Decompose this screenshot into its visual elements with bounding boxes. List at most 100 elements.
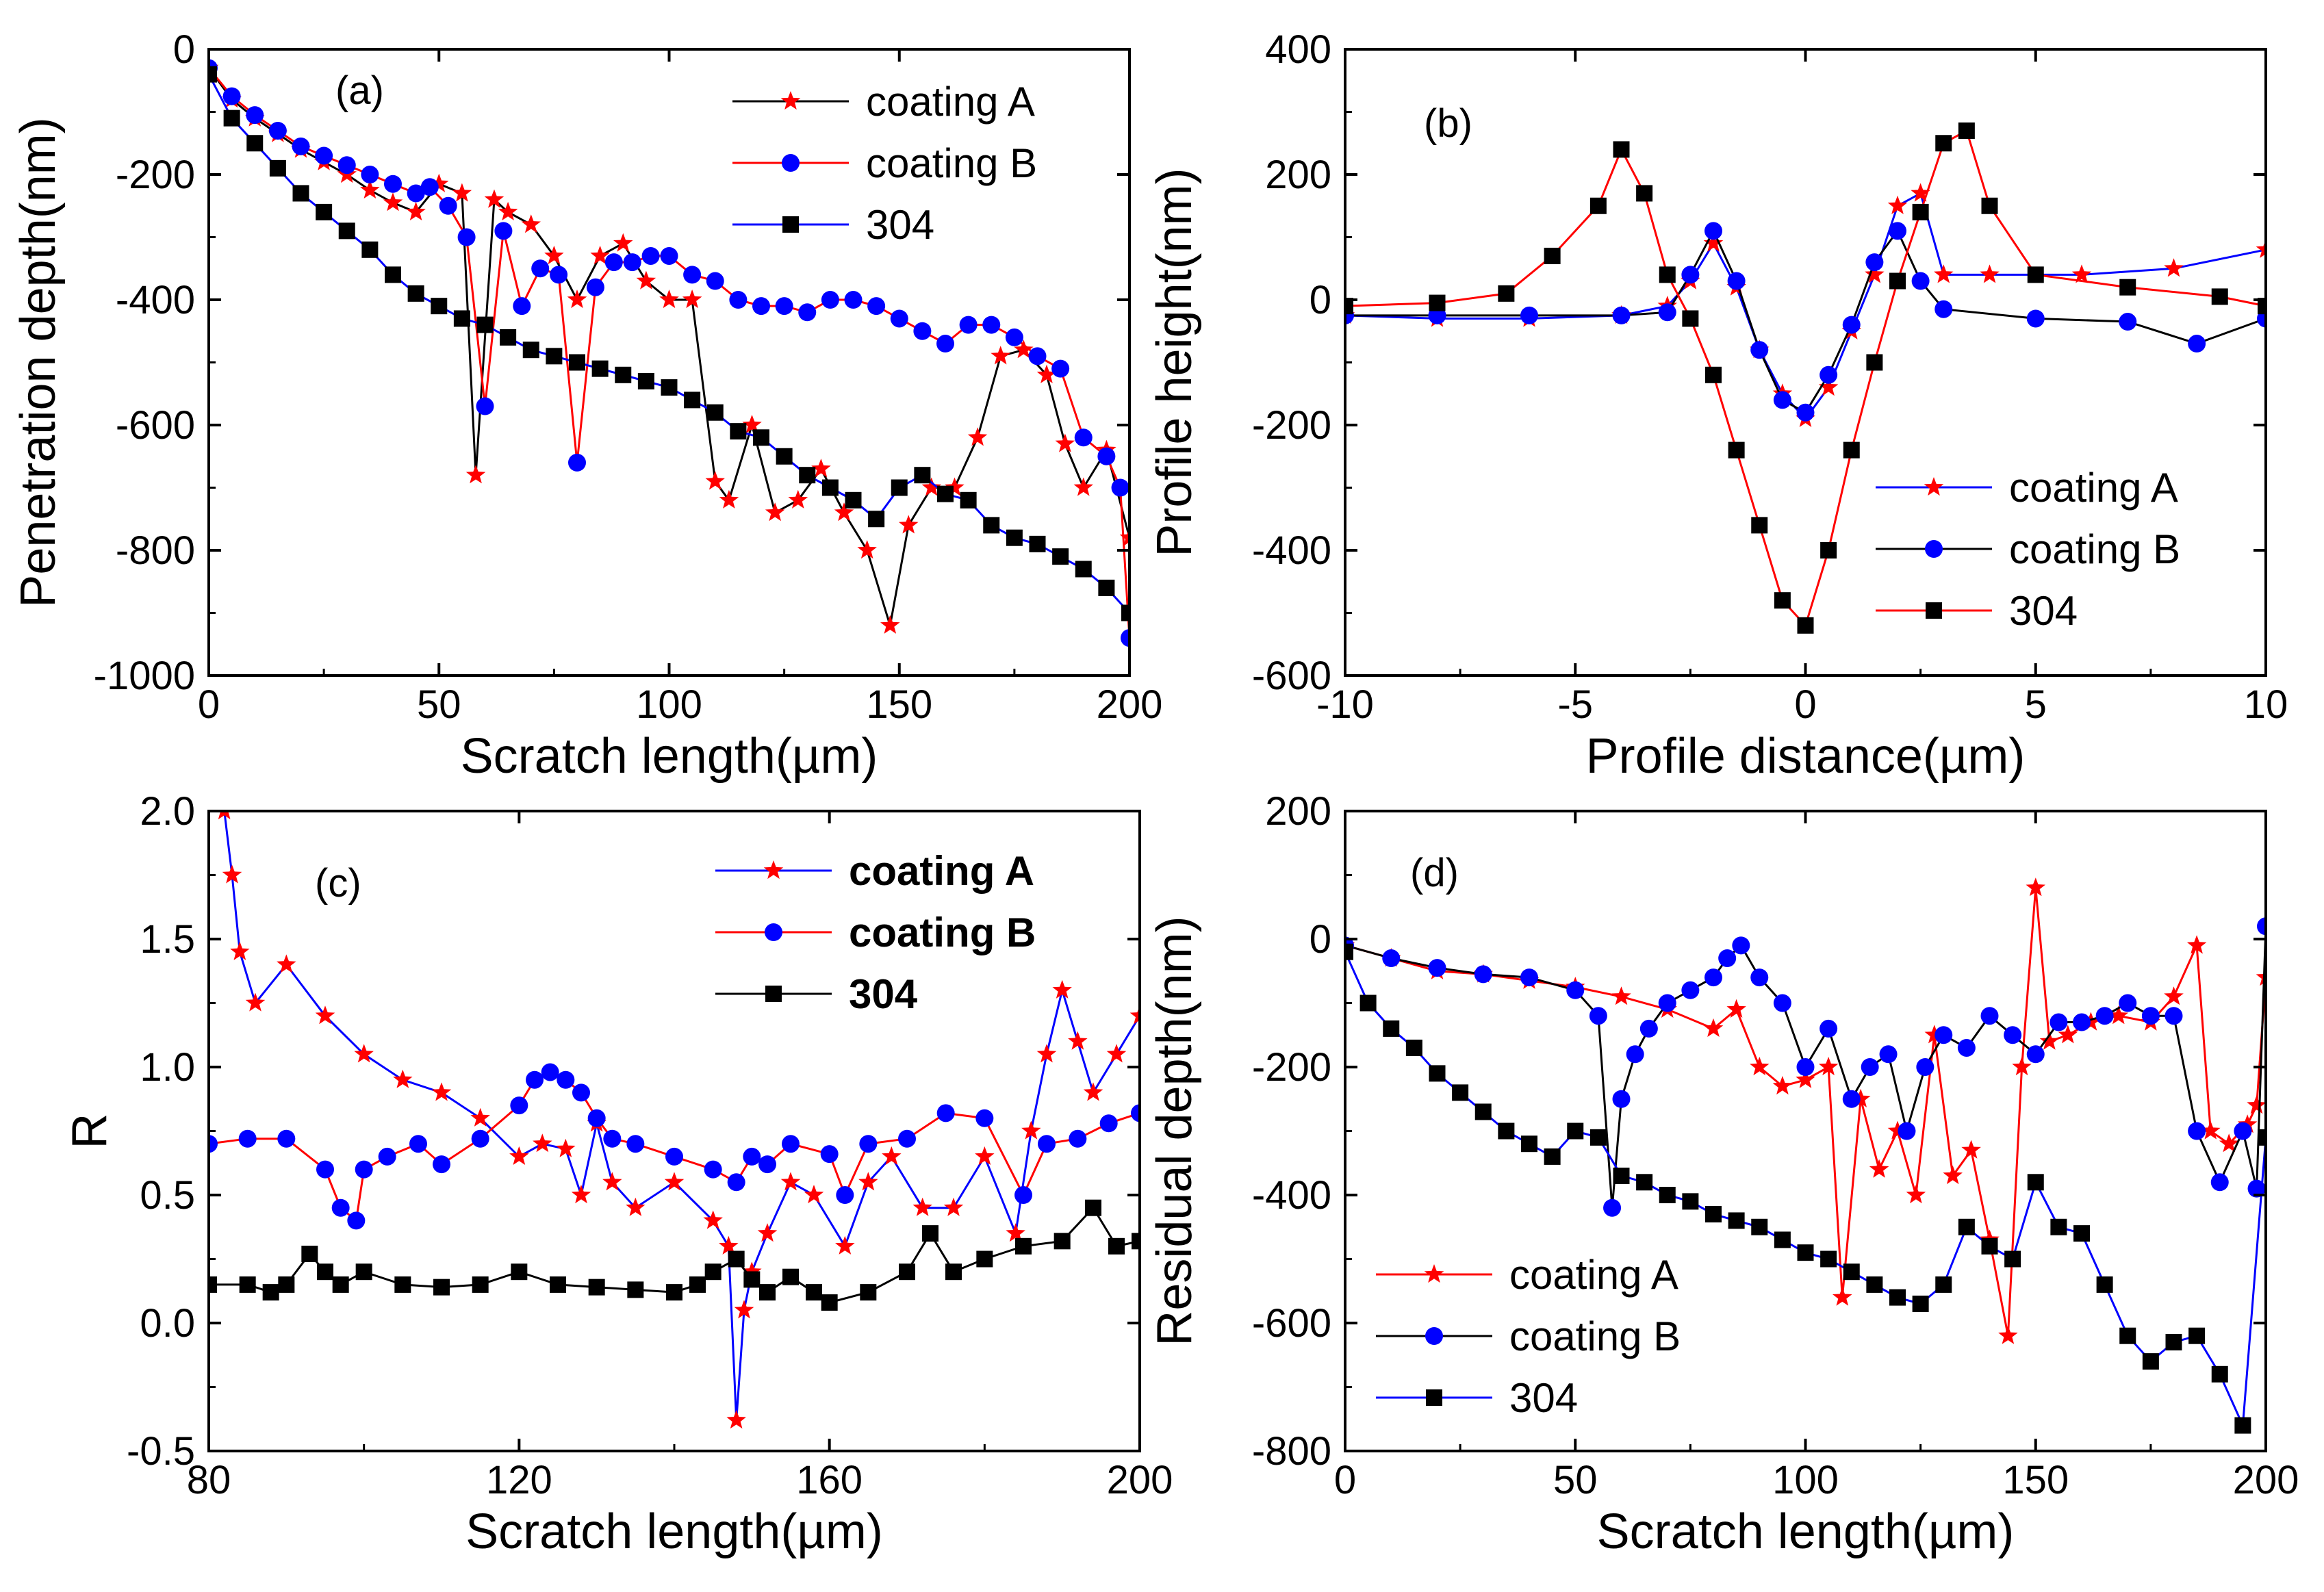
data-point: [1014, 1186, 1032, 1204]
y-tick-label: 0.0: [140, 1301, 195, 1346]
x-tick-label: 160: [796, 1458, 863, 1502]
data-point: [1359, 994, 1377, 1012]
data-point: [604, 253, 623, 272]
data-point: [1843, 441, 1860, 459]
data-point: [544, 245, 564, 265]
y-tick-label: -1000: [94, 654, 195, 698]
data-point: [664, 1172, 685, 1191]
data-point: [1659, 1187, 1676, 1203]
data-point: [1981, 197, 1998, 214]
y-axis-label: Profile height(nm): [1147, 168, 1202, 556]
data-point: [1520, 306, 1538, 324]
data-point: [556, 1138, 576, 1157]
data-point: [742, 1261, 762, 1281]
y-tick-label: -200: [116, 153, 195, 197]
data-point: [1028, 347, 1047, 365]
y-axis-label: R: [62, 1114, 117, 1149]
data-point: [2188, 335, 2206, 353]
data-point: [472, 1276, 489, 1293]
x-tick-label: 50: [417, 682, 461, 727]
data-point: [890, 309, 908, 328]
data-point: [921, 477, 942, 496]
data-point: [1980, 264, 2000, 283]
series-coating-a: [209, 57, 1129, 634]
data-point: [355, 1263, 372, 1281]
data-point: [1682, 1193, 1699, 1210]
data-point: [1131, 1104, 1140, 1122]
data-point: [1636, 1174, 1653, 1191]
data-point: [891, 479, 908, 496]
data-point: [782, 1268, 799, 1285]
series-304: [209, 66, 1129, 621]
data-point: [1382, 949, 1401, 968]
series-line: [209, 1070, 1140, 1223]
data-point: [759, 1284, 776, 1301]
data-point: [2095, 1007, 2114, 1025]
data-point: [765, 502, 785, 522]
data-point: [1052, 979, 1072, 999]
data-point: [1957, 1038, 1976, 1057]
data-point: [222, 864, 242, 884]
data-point: [936, 1104, 955, 1122]
data-point: [431, 298, 448, 315]
data-point: [420, 178, 439, 196]
data-point: [513, 297, 531, 316]
series-line: [1345, 129, 2266, 628]
data-point: [2039, 1031, 2060, 1050]
data-point: [1626, 1045, 1644, 1064]
data-point: [1727, 272, 1746, 290]
data-point: [409, 1135, 427, 1153]
data-point: [2219, 1133, 2239, 1153]
data-point: [316, 1160, 334, 1179]
data-point: [1681, 981, 1700, 999]
y-tick-label: -400: [1252, 528, 1331, 573]
data-point: [1935, 135, 1952, 152]
data-point: [317, 1263, 333, 1281]
data-point: [407, 184, 425, 203]
data-point: [1998, 1325, 2018, 1344]
data-point: [936, 335, 954, 353]
data-point: [820, 1145, 839, 1164]
data-point: [1912, 1295, 1929, 1312]
legend-swatch-marker: [782, 216, 799, 233]
data-point: [567, 290, 587, 309]
data-point: [316, 203, 333, 220]
data-point: [522, 342, 539, 359]
y-tick-label: 400: [1265, 27, 1331, 72]
data-point: [571, 1185, 591, 1204]
data-point: [2164, 258, 2184, 277]
data-point: [1958, 1218, 1975, 1235]
data-point: [1773, 994, 1791, 1012]
data-point: [689, 1276, 706, 1293]
x-tick-label: 150: [2002, 1458, 2069, 1502]
legend-swatch-marker: [1426, 1389, 1442, 1406]
data-point: [1751, 1218, 1768, 1235]
y-tick-label: -600: [116, 403, 195, 448]
data-point: [500, 329, 517, 346]
data-point: [1014, 339, 1034, 359]
data-point: [703, 1210, 723, 1229]
data-point: [1006, 529, 1023, 546]
data-point: [453, 310, 470, 327]
data-point: [1842, 316, 1861, 334]
x-axis-label: Scratch length(µm): [461, 729, 878, 784]
y-tick-label: -200: [1252, 1045, 1331, 1090]
data-point: [1751, 517, 1768, 534]
legend-label: 304: [849, 971, 918, 1017]
data-point: [602, 1172, 622, 1191]
data-point: [880, 615, 900, 634]
data-point: [1943, 1165, 1963, 1185]
data-point: [385, 266, 401, 283]
x-tick-label: -5: [1557, 682, 1593, 727]
data-point: [804, 1185, 824, 1204]
data-point: [1818, 377, 1839, 396]
data-point: [1819, 365, 1838, 384]
x-tick-label: 200: [1097, 682, 1163, 727]
data-point: [550, 1276, 566, 1293]
data-point: [1796, 403, 1815, 422]
data-point: [682, 290, 702, 309]
data-point: [1083, 1082, 1103, 1101]
data-point: [945, 1263, 962, 1281]
x-axis-label: Scratch length(µm): [1597, 1504, 2015, 1559]
data-point: [2165, 1007, 2183, 1025]
